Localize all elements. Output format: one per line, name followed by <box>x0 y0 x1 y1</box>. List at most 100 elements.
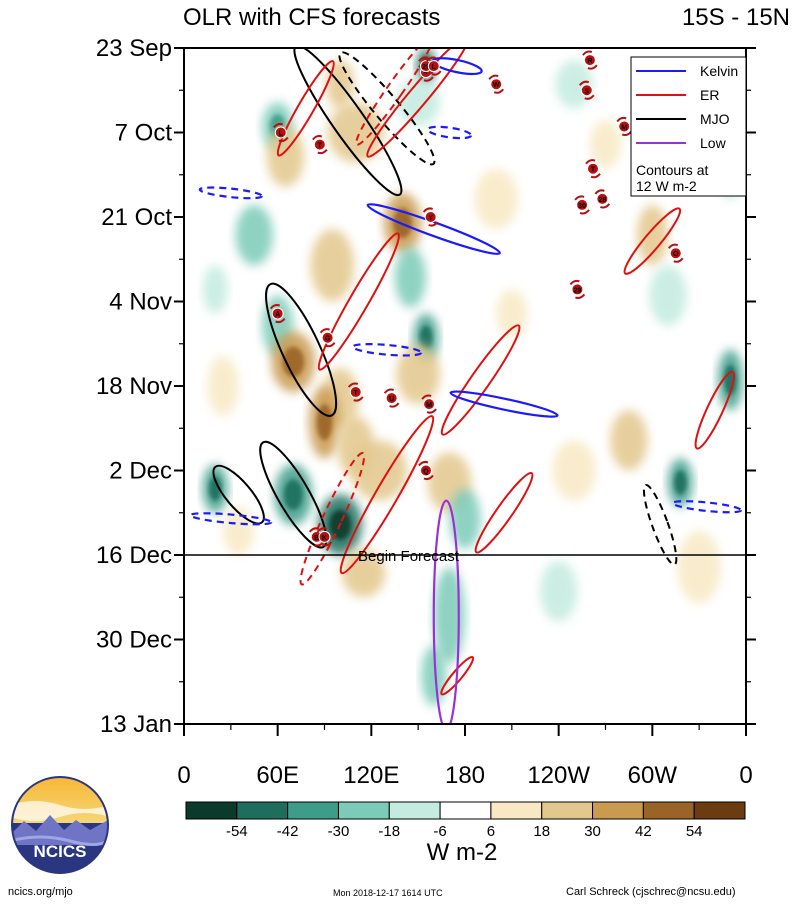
kelvin-wave-contour <box>449 390 559 418</box>
storm-swirl <box>600 203 611 209</box>
storm-label: T <box>354 390 359 397</box>
storm-swirl <box>421 394 432 400</box>
storm-swirl <box>493 88 505 94</box>
storm-marker: L <box>425 56 442 76</box>
er-wave-contour <box>366 48 471 158</box>
kelvin-wave-contour <box>189 512 273 526</box>
er-wave-contour <box>623 207 682 275</box>
storm-swirl <box>418 460 429 467</box>
colorbar-tick-label: 18 <box>533 823 550 840</box>
olr-anomaly-blob <box>396 78 441 127</box>
storm-swirl <box>308 527 320 533</box>
storm-swirl <box>426 408 437 414</box>
storm-marker: O <box>667 243 684 263</box>
storm-swirl <box>353 396 364 402</box>
colorbar-swatch <box>388 801 441 820</box>
storm-swirl <box>422 207 434 213</box>
y-tick-label: 13 Jan <box>100 711 172 738</box>
olr-anomaly-core <box>208 476 222 501</box>
legend-note-line2: 12 W m-2 <box>636 178 697 194</box>
storm-dot <box>349 386 362 399</box>
legend-label: ER <box>700 87 719 103</box>
olr-anomaly-blob <box>351 440 408 501</box>
storm-label: Y <box>428 215 433 222</box>
storm-swirl <box>667 243 679 249</box>
storm-swirl <box>673 257 684 263</box>
storm-marker: K <box>316 527 333 547</box>
storm-label: L <box>432 64 437 71</box>
logo-icon: NCICS <box>11 776 109 874</box>
y-tick-label: 18 Nov <box>96 373 172 400</box>
ncics-logo: NCICS <box>10 775 110 875</box>
storm-label: T <box>591 167 596 174</box>
olr-anomaly-blob <box>449 488 481 549</box>
y-tick-label: 2 Dec <box>109 458 172 485</box>
storm-swirl <box>594 189 605 195</box>
storm-dot <box>321 331 334 344</box>
olr-anomaly-blob <box>421 645 447 706</box>
storm-swirl <box>578 80 590 86</box>
colorbar-units-label: W m-2 <box>427 839 498 866</box>
kelvin-wave-contour <box>198 186 263 200</box>
storm-marker: A <box>269 304 286 324</box>
colorbar-tick-label: -18 <box>378 823 400 840</box>
x-tick-label: 60E <box>256 762 299 789</box>
storm-swirl <box>575 293 586 299</box>
mjo-contour <box>338 51 436 166</box>
er-wave-contour <box>317 232 400 371</box>
storm-marker: W <box>488 74 505 94</box>
mjo-contour <box>642 484 678 566</box>
storm-dot <box>618 120 631 133</box>
storm-label: 30 <box>578 203 586 210</box>
storm-swirl <box>389 402 400 408</box>
storm-dot <box>490 78 503 91</box>
olr-anomaly-blob <box>636 204 668 266</box>
storm-marker: L <box>273 122 289 143</box>
olr-anomaly-blob <box>394 247 426 308</box>
storm-marker: S <box>578 80 595 100</box>
storm-swirl <box>431 70 442 76</box>
storm-swirl <box>316 527 327 533</box>
mjo-contour <box>212 464 265 525</box>
low-frequency-contour <box>432 499 460 724</box>
storm-swirl <box>579 209 590 215</box>
y-axis: 23 Sep 7 Oct 21 Oct 4 Nov 18 Nov 2 Dec 16 Dec 3… <box>96 35 756 738</box>
storm-marker: M <box>421 394 437 414</box>
olr-anomaly-core <box>674 470 687 495</box>
storm-dot <box>419 464 432 477</box>
storm-dot <box>587 162 600 175</box>
olr-anomaly-blob <box>341 548 386 598</box>
legend-box <box>630 56 747 197</box>
legend-label: Low <box>700 135 727 151</box>
chart-title: OLR with CFS forecasts <box>183 4 440 31</box>
footer-timestamp: Mon 2018-12-17 1614 UTC <box>333 888 443 898</box>
er-wave-contour <box>339 415 435 575</box>
storm-swirl <box>423 474 434 481</box>
y-tick-label: 30 Dec <box>96 627 172 654</box>
er-wave-contour <box>355 48 435 146</box>
storm-dot <box>427 60 440 73</box>
colorbar-tick-label: 6 <box>487 823 495 840</box>
colorbar-swatch <box>541 801 594 820</box>
olr-anomaly-blob <box>235 204 273 266</box>
storm-swirl <box>423 76 434 82</box>
olr-anomaly-core <box>283 479 303 510</box>
storm-label: W <box>493 82 500 89</box>
legend-note-line1: Contours at <box>636 162 708 178</box>
storm-swirl <box>428 221 439 227</box>
storm-label: 28 <box>598 197 606 204</box>
x-tick-label: 120E <box>343 762 399 789</box>
er-wave-contour <box>440 324 521 436</box>
storm-swirl <box>347 382 359 388</box>
x-axis: 0 60E 120E 180 120W 60W 0 <box>177 724 753 789</box>
storm-swirl <box>273 122 284 129</box>
storm-swirl <box>488 74 499 80</box>
footer-website: ncics.org/mjo <box>8 886 73 898</box>
kelvin-wave-contour <box>351 343 423 357</box>
storm-swirl <box>325 342 336 348</box>
x-tick-label: 0 <box>177 762 190 789</box>
storm-dot <box>583 54 596 67</box>
olr-anomaly-blob <box>555 60 594 109</box>
olr-anomaly-field <box>202 48 746 706</box>
